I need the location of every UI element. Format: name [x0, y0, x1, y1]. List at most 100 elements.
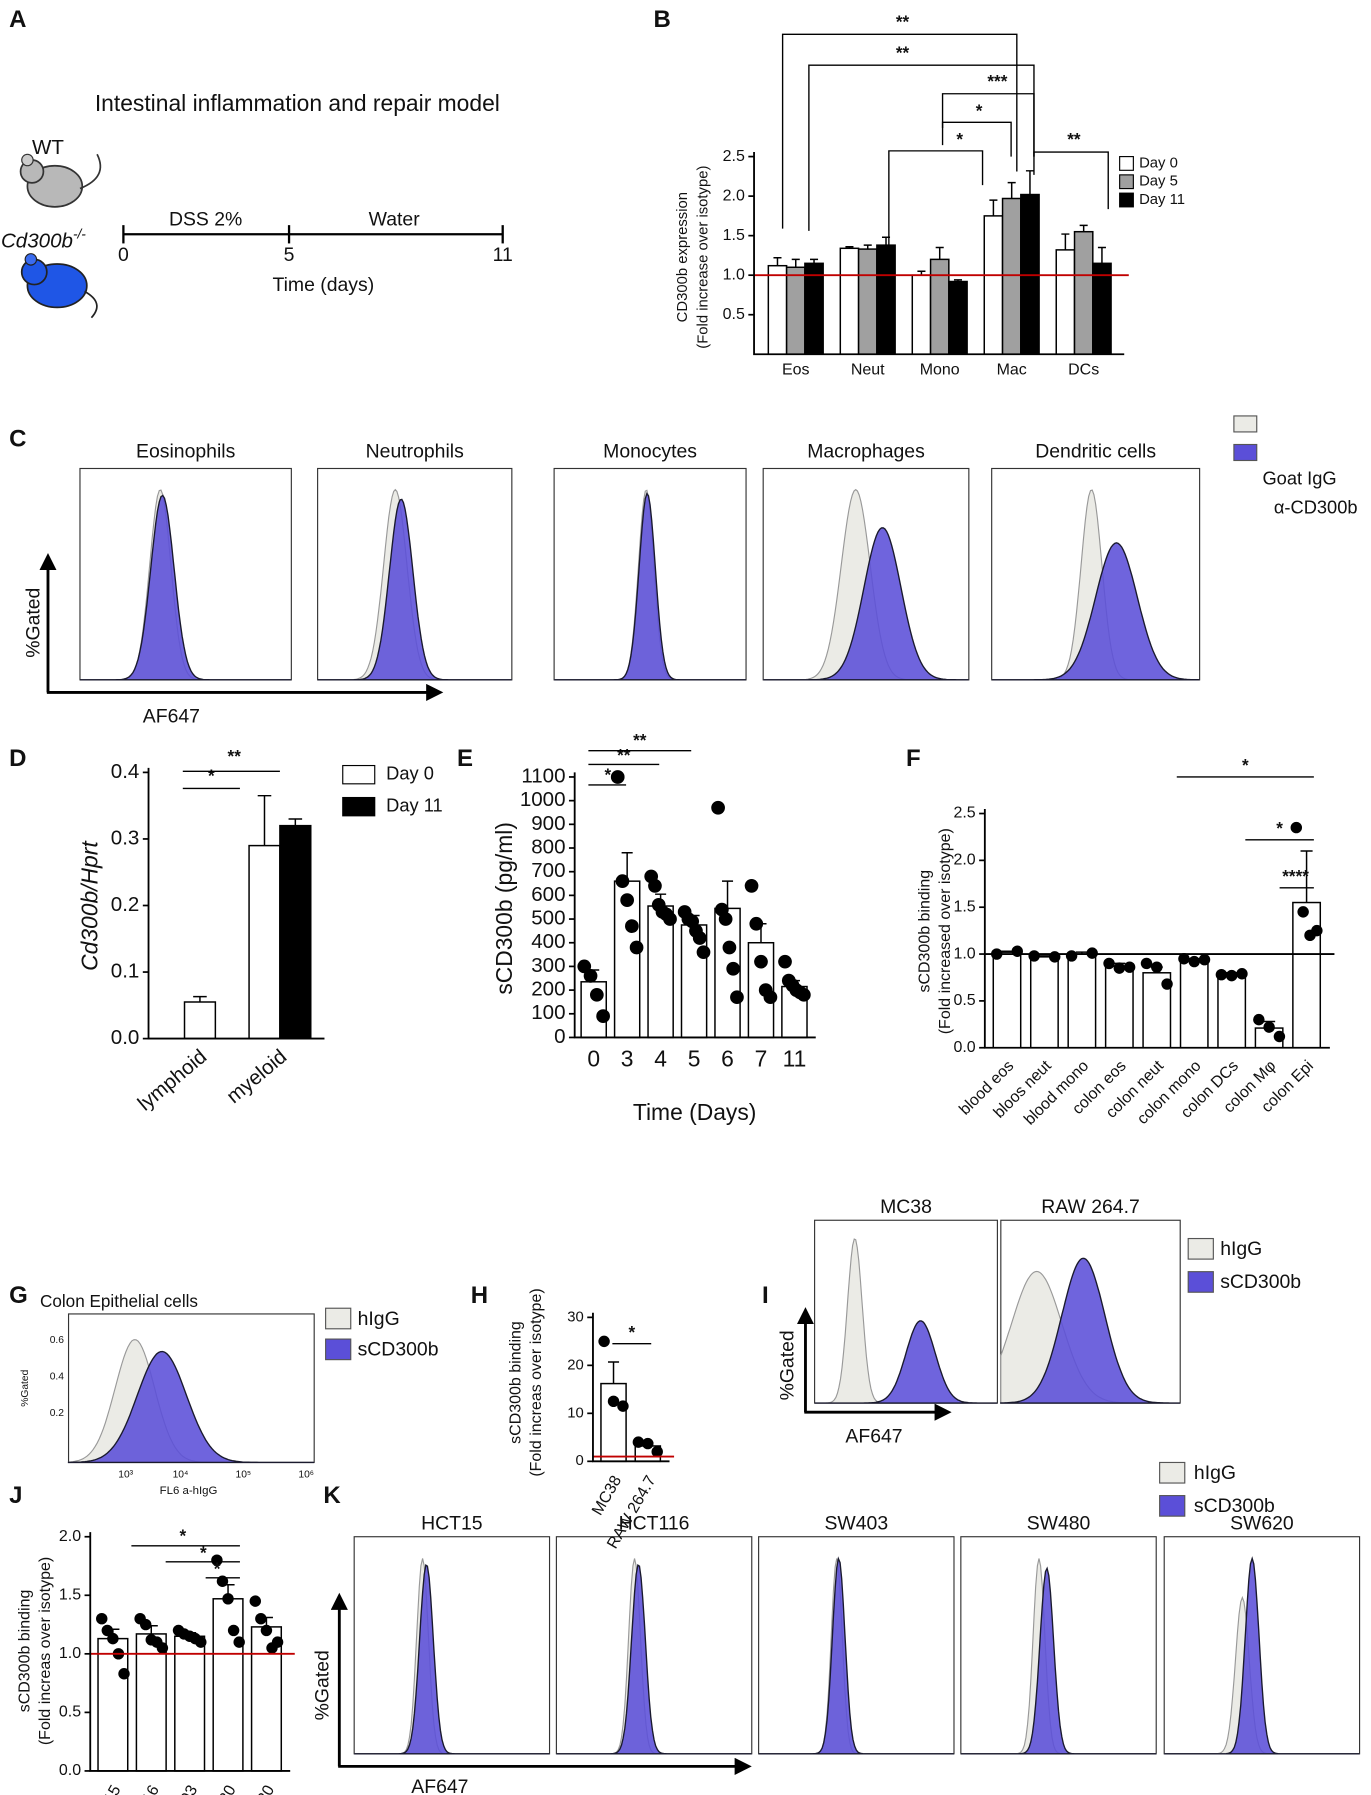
bar	[983, 215, 1004, 355]
error-bar	[845, 245, 854, 249]
data-point	[651, 1446, 663, 1458]
error-bar	[607, 1361, 620, 1384]
error-bar	[863, 244, 872, 250]
y-tick-label: 0	[576, 1453, 584, 1469]
significance: **	[896, 42, 910, 62]
strain-ko: Cd300b-/-	[1, 226, 86, 253]
y-tick-label: 0.4	[111, 760, 140, 783]
x-tick-label: HCT116	[119, 1782, 163, 1795]
label: HCT15	[421, 1512, 482, 1534]
data-point	[156, 1642, 169, 1654]
significance: **	[896, 11, 910, 31]
y-axis-label: sCD300b (pg/ml)	[491, 822, 517, 995]
legend-swatch	[342, 796, 376, 817]
error-bar	[810, 258, 819, 264]
x-tick-label: 0	[587, 1045, 600, 1071]
data-point	[598, 1335, 610, 1348]
axes	[983, 808, 1330, 1049]
y-tick-label: 1000	[520, 788, 566, 811]
label: hIgG	[1194, 1462, 1236, 1484]
stain-histogram	[1000, 1257, 1181, 1404]
legend-label: Day 5	[1139, 174, 1178, 190]
data-point	[718, 912, 733, 926]
error-bar	[1300, 850, 1313, 903]
legend-label: Day 11	[386, 794, 443, 815]
bar	[279, 824, 312, 1040]
axes	[753, 152, 1125, 356]
y-tick-label: 0.0	[953, 1039, 975, 1056]
label: 0.4	[50, 1371, 65, 1382]
x-tick-label: 5	[688, 1045, 701, 1071]
label: 10⁶	[298, 1470, 314, 1481]
label: RAW 264.7	[1041, 1196, 1140, 1218]
data-point	[195, 1636, 207, 1648]
significance: **	[1067, 129, 1081, 149]
significance-bracket	[888, 150, 984, 266]
data-point	[211, 1554, 223, 1566]
data-point	[1188, 955, 1200, 968]
x-tick-label: 11	[783, 1045, 807, 1071]
data-point	[96, 1612, 108, 1625]
label: %Gated	[311, 1650, 333, 1720]
error-bar	[721, 880, 734, 909]
data-point	[632, 1436, 645, 1448]
y-tick-label: 700	[531, 859, 565, 882]
label: hIgG	[358, 1308, 400, 1330]
bar	[248, 844, 281, 1040]
y-tick-label: 0.5	[723, 306, 745, 323]
y-tick-label: 1.0	[59, 1645, 81, 1662]
bar	[1073, 230, 1094, 355]
error-bar	[989, 199, 998, 216]
y-tick-label: 1100	[521, 764, 565, 787]
y-axis-label: CD300b expression	[675, 192, 691, 322]
label: SW620	[1230, 1512, 1294, 1534]
error-bar	[1007, 181, 1016, 199]
y-tick-label: 0.1	[111, 959, 140, 982]
data-point	[1028, 950, 1040, 962]
panel-letter: C	[9, 425, 26, 452]
error-bar	[1025, 170, 1034, 195]
y-tick-label: 0.3	[111, 826, 140, 849]
label: hIgG	[1220, 1238, 1262, 1260]
label: Macrophages	[807, 441, 925, 463]
label: AF647	[845, 1425, 902, 1447]
error-bar	[1079, 224, 1088, 232]
significance: **	[617, 745, 631, 765]
legend-swatch	[1119, 192, 1134, 208]
y-tick-label: 1.5	[953, 898, 975, 915]
bar	[857, 248, 878, 355]
y-axis-label: Cd300b/Hprt	[76, 840, 102, 971]
stain-histogram	[960, 1566, 1157, 1755]
y-tick-label: 2.0	[723, 187, 745, 204]
bar	[992, 951, 1022, 1049]
label: sCD300b	[1194, 1495, 1275, 1517]
histogram-frame	[353, 1536, 551, 1755]
axis-arrows	[39, 553, 952, 1775]
histogram-frame	[555, 1536, 753, 1755]
label: Colon Epithelial cells	[40, 1291, 198, 1311]
data-point	[1140, 957, 1153, 970]
error-bar	[953, 279, 963, 282]
bar	[600, 1382, 627, 1463]
label: sCD300b	[1220, 1271, 1301, 1293]
stain-histogram	[79, 494, 292, 681]
bar	[97, 1637, 129, 1772]
legend-swatches	[325, 415, 1258, 1517]
significance: *	[1242, 755, 1249, 775]
bar	[212, 1598, 244, 1772]
y-tick-label: 0.5	[953, 992, 975, 1009]
y-axis-label: sCD300b binding	[508, 1321, 525, 1444]
data-point	[711, 800, 725, 815]
bar	[911, 274, 932, 355]
bar	[1055, 249, 1076, 355]
mouse-wt	[19, 153, 102, 208]
axes	[592, 1312, 670, 1463]
data-point	[744, 879, 759, 893]
y-tick-label: 0.0	[59, 1762, 81, 1779]
x-tick-label: SW480	[199, 1782, 240, 1795]
strain-name: Cd300b	[1, 230, 73, 253]
data-point	[778, 954, 792, 969]
y-tick-label: 1.5	[59, 1587, 81, 1604]
x-tick-label: 3	[621, 1045, 634, 1071]
y-tick-label: 0	[554, 1025, 565, 1048]
